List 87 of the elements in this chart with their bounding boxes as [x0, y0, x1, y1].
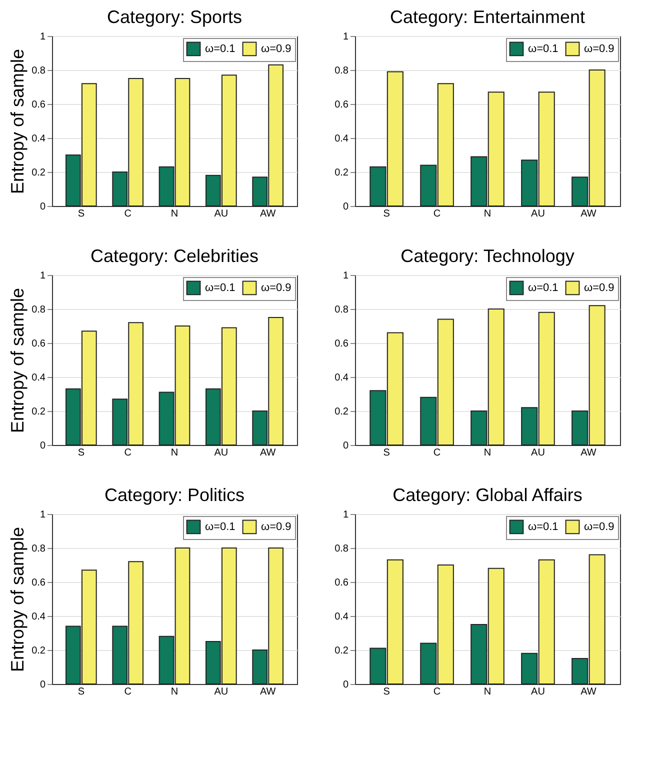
x-tick-label: AU	[214, 208, 228, 220]
x-tick-label: N	[484, 448, 492, 458]
y-tick-label: 0.8	[334, 66, 349, 76]
x-tick-label: C	[124, 686, 132, 698]
x-tick-label: AU	[531, 686, 545, 698]
legend-label: ω=0.9	[584, 520, 614, 533]
y-tick-label: 0.4	[334, 134, 349, 144]
y-axis-title: Entropy of sample	[8, 48, 28, 194]
y-tick-label: 0	[40, 202, 46, 212]
y-tick-label: 0.2	[32, 646, 46, 656]
x-tick-label: AW	[580, 686, 597, 698]
y-tick-label: 0	[342, 202, 349, 212]
y-tick-label: 0.2	[32, 168, 46, 178]
y-tick-label: 0.6	[334, 338, 349, 350]
y-tick-label: 0.2	[334, 646, 349, 656]
legend-label: ω=0.9	[584, 282, 614, 294]
y-tick-label: 0.6	[32, 100, 46, 110]
y-tick-label: 0.2	[32, 406, 46, 418]
y-tick-label: 0	[342, 680, 349, 690]
x-tick-label: AW	[580, 448, 597, 458]
y-axis-title: Entropy of sample	[8, 526, 28, 672]
y-tick-label: 0.4	[334, 372, 349, 384]
y-tick-label: 0	[40, 680, 46, 690]
x-tick-label: S	[78, 686, 85, 698]
chart-title: Category: Technology	[400, 246, 574, 266]
y-tick-label: 1	[40, 510, 46, 520]
x-tick-label: N	[484, 686, 492, 698]
x-tick-label: AW	[260, 448, 276, 458]
x-tick-label: N	[170, 208, 178, 220]
x-tick-label: AU	[531, 208, 545, 220]
x-tick-label: S	[383, 208, 390, 220]
x-tick-label: C	[124, 208, 132, 220]
x-tick-label: C	[433, 208, 441, 220]
y-tick-label: 0.6	[334, 578, 349, 588]
y-tick-label: 0.4	[32, 372, 46, 384]
y-tick-label: 0.6	[32, 578, 46, 588]
x-tick-label: AU	[214, 448, 228, 458]
y-tick-label: 0.8	[32, 544, 46, 554]
legend-label: ω=0.9	[261, 282, 292, 294]
y-tick-label: 0.4	[32, 134, 46, 144]
legend-label: ω=0.9	[584, 42, 614, 55]
y-tick-label: 0.8	[32, 304, 46, 316]
y-tick-label: 0	[342, 440, 349, 452]
y-tick-label: 0.4	[334, 612, 349, 622]
legend-label: ω=0.1	[205, 520, 236, 533]
x-tick-label: N	[170, 448, 178, 458]
x-tick-label: N	[484, 208, 492, 220]
x-tick-label: C	[124, 448, 132, 458]
chart-title: Category: Entertainment	[390, 7, 586, 27]
x-tick-label: N	[170, 686, 178, 698]
x-tick-label: S	[383, 686, 390, 698]
y-axis-title: Entropy of sample	[8, 288, 28, 434]
y-tick-label: 0	[40, 440, 46, 452]
legend-label: ω=0.1	[528, 42, 558, 55]
y-tick-label: 0.8	[334, 544, 349, 554]
y-tick-label: 0.2	[334, 406, 349, 418]
y-tick-label: 1	[342, 510, 349, 520]
y-tick-label: 1	[342, 270, 349, 282]
x-tick-label: AW	[580, 208, 597, 220]
y-tick-label: 1	[342, 32, 349, 42]
x-tick-label: AU	[531, 448, 545, 458]
legend-label: ω=0.9	[261, 42, 292, 55]
chart-title: Category: Global Affairs	[392, 485, 582, 505]
chart-title: Category: Celebrities	[90, 246, 259, 266]
y-tick-label: 0.2	[334, 168, 349, 178]
x-tick-label: AW	[260, 686, 276, 698]
y-tick-label: 0.4	[32, 612, 46, 622]
y-tick-label: 0.8	[334, 304, 349, 316]
chart-title: Category: Politics	[104, 485, 245, 505]
x-tick-label: S	[383, 448, 390, 458]
x-tick-label: S	[78, 208, 85, 220]
y-tick-label: 1	[40, 270, 46, 282]
chart-title: Category: Sports	[106, 7, 242, 27]
legend-label: ω=0.1	[528, 520, 558, 533]
legend-label: ω=0.1	[205, 282, 236, 294]
y-tick-label: 0.6	[32, 338, 46, 350]
legend-label: ω=0.1	[528, 282, 558, 294]
x-tick-label: C	[433, 686, 441, 698]
legend-label: ω=0.1	[205, 42, 236, 55]
y-tick-label: 0.6	[334, 100, 349, 110]
legend-label: ω=0.9	[261, 520, 292, 533]
x-tick-label: S	[78, 448, 85, 458]
x-tick-label: AW	[260, 208, 276, 220]
y-tick-label: 0.8	[32, 66, 46, 76]
x-tick-label: C	[433, 448, 441, 458]
y-tick-label: 1	[40, 32, 46, 42]
x-tick-label: AU	[214, 686, 228, 698]
